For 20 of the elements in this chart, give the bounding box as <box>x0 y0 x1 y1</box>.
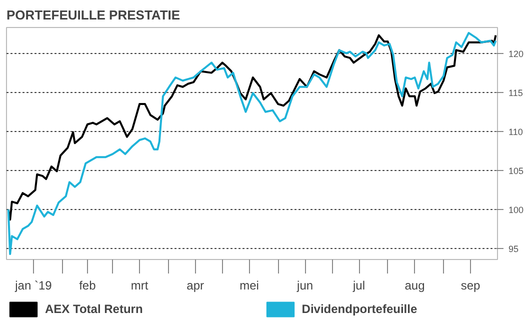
x-tick-label: jul <box>352 278 366 292</box>
x-tick-label: jan `19 <box>14 278 52 292</box>
y-tick-label: 110 <box>508 126 523 137</box>
x-tick-label: aug <box>404 278 425 292</box>
line-series <box>7 34 497 221</box>
x-tick-label: feb <box>79 278 96 292</box>
legend-label: AEX Total Return <box>45 302 143 316</box>
y-tick-label: 100 <box>508 205 524 216</box>
legend-label: Dividendportefeuille <box>302 302 418 316</box>
x-tick-label: jun <box>296 278 314 292</box>
x-tick-label: apr <box>186 278 204 292</box>
x-tick-label: sep <box>460 278 481 292</box>
chart-title: PORTEFEUILLE PRESTATIE <box>6 8 180 22</box>
y-tick-label: 115 <box>508 88 523 98</box>
x-tick-label: mrt <box>130 278 149 292</box>
x-tick-label: mei <box>240 278 259 292</box>
line-series <box>7 32 497 256</box>
y-tick-label: 120 <box>508 48 524 59</box>
y-tick-label: 95 <box>508 244 519 254</box>
y-tick-label: 105 <box>508 166 524 176</box>
